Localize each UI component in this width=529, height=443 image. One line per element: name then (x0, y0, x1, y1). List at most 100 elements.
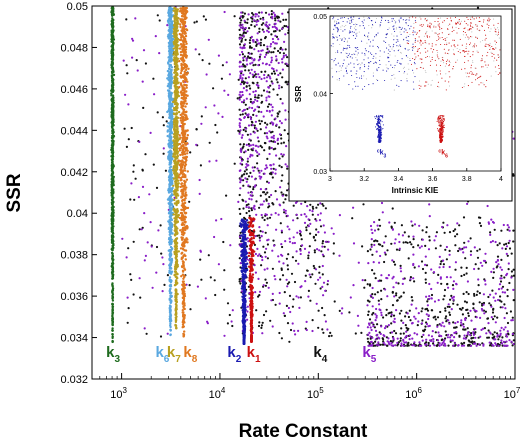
data-point (220, 217, 223, 221)
data-point (265, 24, 269, 27)
data-point (285, 257, 288, 260)
data-point (270, 59, 273, 62)
data-point (169, 81, 173, 85)
data-point (469, 250, 473, 253)
data-point (250, 148, 253, 151)
data-point (438, 344, 441, 347)
data-point (433, 239, 436, 242)
data-point (264, 121, 267, 124)
data-point (264, 167, 267, 170)
data-point (176, 182, 179, 185)
data-point (238, 108, 241, 111)
data-point (141, 168, 144, 171)
data-point (338, 254, 341, 257)
data-point (257, 19, 260, 23)
data-point (462, 292, 465, 295)
data-point (239, 83, 242, 86)
data-point (272, 167, 275, 170)
data-point (238, 207, 241, 211)
data-point (490, 270, 493, 273)
data-point (489, 293, 492, 296)
data-point (168, 78, 171, 81)
data-point (246, 237, 249, 240)
data-point (421, 307, 424, 310)
data-point (208, 160, 211, 163)
data-point (267, 86, 270, 89)
data-point (272, 137, 275, 140)
data-point (169, 209, 172, 212)
data-point (496, 265, 499, 268)
data-point (175, 62, 178, 65)
data-point (512, 339, 515, 342)
data-point (222, 240, 225, 244)
data-point (326, 328, 329, 331)
data-point (111, 142, 114, 145)
data-point (501, 336, 504, 339)
data-point (289, 328, 293, 332)
data-point (226, 302, 230, 305)
data-point (445, 258, 448, 261)
data-point (111, 327, 114, 330)
data-point (319, 287, 322, 290)
data-point (392, 336, 395, 340)
data-point (251, 20, 254, 23)
data-point (111, 248, 114, 252)
data-point (223, 269, 226, 272)
data-point (112, 235, 115, 239)
data-point (428, 297, 431, 301)
data-point (511, 319, 514, 322)
data-point (462, 325, 465, 328)
data-point (371, 336, 374, 339)
data-point (261, 203, 264, 206)
data-point (237, 200, 240, 203)
data-point (261, 256, 264, 259)
data-point (510, 276, 513, 279)
data-point (143, 212, 146, 215)
data-point (150, 245, 153, 248)
data-point (258, 290, 262, 293)
data-point (385, 308, 388, 311)
data-point (286, 214, 289, 217)
data-point (111, 274, 115, 277)
data-point (246, 160, 249, 163)
data-point (366, 326, 369, 329)
data-point (284, 240, 287, 243)
data-point (321, 245, 324, 248)
data-point (169, 63, 172, 67)
data-point (467, 331, 470, 334)
data-point (174, 266, 177, 269)
data-point (170, 260, 173, 264)
data-point (268, 63, 271, 67)
data-point (255, 309, 258, 312)
data-point (245, 59, 248, 62)
data-point (278, 133, 282, 136)
data-point (169, 135, 172, 138)
data-point (500, 287, 503, 290)
data-point (299, 249, 302, 252)
data-point (425, 341, 428, 344)
data-point (112, 211, 115, 214)
data-point (447, 303, 450, 306)
data-point (242, 34, 245, 38)
data-point (396, 299, 399, 302)
data-point (155, 245, 159, 249)
data-point (280, 153, 283, 156)
data-point (369, 335, 372, 338)
data-point (452, 344, 455, 347)
data-point (254, 108, 257, 111)
data-point (260, 235, 263, 238)
data-point (305, 215, 308, 218)
data-point (111, 299, 115, 302)
data-point (169, 16, 172, 19)
data-point (443, 325, 446, 328)
data-point (276, 112, 279, 115)
data-point (503, 291, 507, 294)
data-point (238, 43, 242, 46)
data-point (390, 341, 393, 345)
data-point (440, 324, 443, 327)
data-point (442, 265, 445, 269)
data-point (278, 164, 281, 167)
data-point (276, 115, 279, 118)
data-point (139, 296, 142, 299)
data-point (314, 282, 317, 285)
